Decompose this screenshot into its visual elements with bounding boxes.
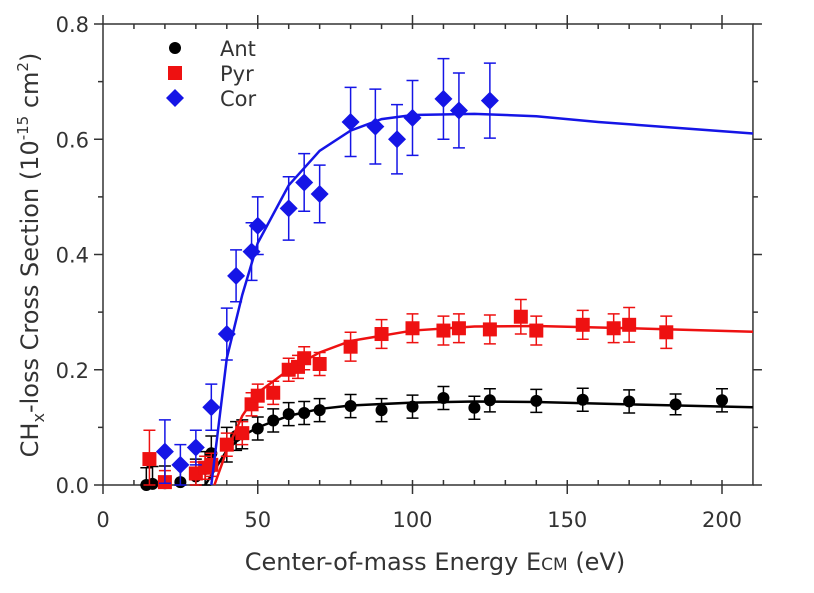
point [312, 356, 327, 371]
point [250, 388, 265, 403]
y-tick-label: 0.4 [56, 244, 89, 268]
point [434, 89, 453, 108]
point [297, 351, 312, 366]
legend-label: Cor [220, 87, 257, 111]
point [295, 173, 314, 192]
fit-line [210, 112, 754, 486]
y-tick-label: 0.2 [56, 359, 89, 383]
point [468, 401, 481, 414]
point [482, 322, 497, 337]
point [310, 184, 329, 203]
point [219, 437, 234, 452]
point [248, 216, 267, 235]
y-tick-label: 0.6 [56, 128, 89, 152]
point [405, 321, 420, 336]
x-label-sub: CM [541, 555, 568, 575]
point [204, 457, 219, 472]
point [235, 426, 250, 441]
y-label-sup: 2 [14, 62, 32, 72]
point [449, 101, 468, 120]
x-tick-label: 200 [702, 508, 742, 532]
point [242, 242, 261, 261]
point [575, 317, 590, 332]
point [344, 400, 357, 413]
point [227, 266, 246, 285]
point [343, 339, 358, 354]
y-axis-label: CHx-loss Cross Section (10-15 cm2) [14, 53, 48, 458]
point [403, 108, 422, 127]
point [483, 394, 496, 407]
point [266, 385, 281, 400]
point [437, 391, 450, 404]
point [451, 321, 466, 336]
point [202, 398, 221, 417]
point [529, 323, 544, 338]
point [623, 395, 636, 408]
y-label-sup: -15 [14, 116, 32, 141]
point [375, 404, 388, 417]
y-label-part: -loss Cross Section (10 [16, 140, 44, 413]
point [406, 400, 419, 413]
point [622, 317, 637, 332]
y-label-sub: x [29, 413, 48, 422]
y-tick-label: 0.8 [56, 13, 89, 37]
plot-frame [102, 23, 754, 486]
point [341, 112, 360, 131]
y-label-part: ) [16, 53, 44, 62]
legend-marker [169, 42, 181, 54]
legend-label: Ant [220, 37, 256, 61]
x-axis-label: Center-of-mass Energy ECM (eV) [245, 548, 625, 576]
point [282, 408, 295, 421]
legend-marker [166, 89, 184, 107]
x-tick-label: 50 [244, 508, 271, 532]
point [171, 455, 190, 474]
point [186, 438, 205, 457]
point [388, 130, 407, 149]
x-tick-label: 150 [547, 508, 587, 532]
point [146, 477, 159, 490]
point [313, 404, 326, 417]
point [669, 398, 682, 411]
point [267, 414, 280, 427]
legend-label: Pyr [220, 62, 254, 86]
point [217, 325, 236, 344]
x-label-part: (eV) [568, 548, 626, 576]
point [530, 394, 543, 407]
point [366, 117, 385, 136]
point [576, 393, 589, 406]
legend-marker [168, 66, 182, 80]
point [436, 323, 451, 338]
point [142, 452, 157, 467]
point [374, 327, 389, 342]
y-label-part: cm [16, 72, 44, 116]
point [480, 91, 499, 110]
point [298, 406, 311, 419]
x-tick-label: 0 [96, 508, 109, 532]
point [155, 442, 174, 461]
y-tick-label: 0.0 [56, 474, 89, 498]
point [659, 325, 674, 340]
point [716, 394, 728, 407]
point [251, 422, 264, 435]
point [279, 199, 298, 218]
y-label-part: CH [16, 423, 44, 458]
x-tick-label: 100 [392, 508, 432, 532]
point [513, 309, 528, 324]
x-label-part: Center-of-mass Energy E [245, 548, 541, 576]
point [606, 321, 621, 336]
